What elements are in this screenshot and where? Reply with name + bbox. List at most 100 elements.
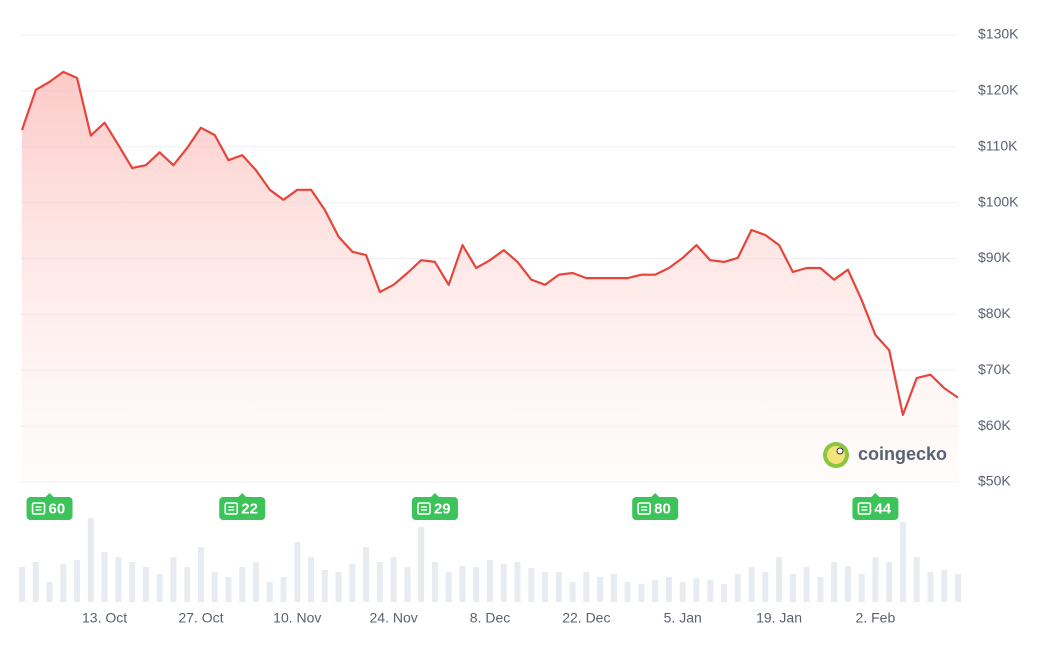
volume-bar xyxy=(445,572,452,602)
volume-bar xyxy=(789,574,796,602)
x-tick-label: 8. Dec xyxy=(470,610,510,626)
volume-bar xyxy=(872,557,879,602)
volume-bar xyxy=(142,567,149,602)
volume-bar xyxy=(734,574,741,602)
volume-bar xyxy=(748,567,755,602)
volume-bar xyxy=(721,584,727,602)
volume-bar xyxy=(308,557,315,602)
news-count: 80 xyxy=(654,500,671,517)
volume-bar xyxy=(156,574,163,602)
news-badge[interactable]: 44 xyxy=(852,493,899,520)
watermark: coingecko xyxy=(823,442,947,468)
volume-bar xyxy=(500,564,507,602)
badge-icon xyxy=(857,502,872,515)
volume-bar xyxy=(665,577,672,602)
volume-bar xyxy=(913,557,920,602)
volume-bar xyxy=(679,582,686,602)
axis-layer: $50K $60K $70K $80K $90K $100K $110K $120K $130K… xyxy=(82,26,1019,626)
badge-icon xyxy=(637,502,651,515)
y-tick-label: $110K xyxy=(978,137,1018,153)
volume-bar xyxy=(46,582,53,602)
volume-bar xyxy=(514,562,521,602)
volume-bar xyxy=(129,562,136,602)
volume-bar xyxy=(762,572,769,602)
volume-bar xyxy=(87,518,94,602)
volume-bar xyxy=(569,582,576,602)
volume-bar xyxy=(349,564,356,602)
x-tick-label: 22. Dec xyxy=(562,610,610,626)
news-badge[interactable]: 22 xyxy=(219,493,266,520)
x-tick-label: 10. Nov xyxy=(273,610,321,626)
volume-bar xyxy=(404,567,411,602)
volume-bar xyxy=(624,582,631,602)
y-tick-label: $70K xyxy=(978,361,1011,377)
volume-bar xyxy=(431,562,438,602)
x-tick-label: 5. Jan xyxy=(664,610,702,626)
volume-bar xyxy=(74,560,81,602)
badge-pointer xyxy=(45,493,54,497)
badge-pointer xyxy=(651,493,660,497)
volume-bar xyxy=(817,577,824,602)
volume-bar xyxy=(941,570,948,602)
x-tick-label: 13. Oct xyxy=(82,610,127,626)
x-tick-label: 24. Nov xyxy=(370,610,418,626)
volume-bar xyxy=(528,568,535,602)
volume-bar xyxy=(239,567,246,602)
volume-bar xyxy=(707,580,714,602)
y-tick-label: $120K xyxy=(978,82,1019,98)
y-tick-label: $60K xyxy=(978,417,1011,433)
y-tick-label: $90K xyxy=(978,249,1011,265)
volume-bar xyxy=(555,572,562,602)
volume-bar xyxy=(610,574,617,602)
badge-icon xyxy=(417,502,431,515)
volume-bar xyxy=(652,580,659,602)
volume-bar xyxy=(418,527,425,602)
price-line xyxy=(20,70,959,416)
y-tick-label: $80K xyxy=(978,305,1011,321)
volume-bar xyxy=(19,567,25,602)
badge-icon xyxy=(31,502,46,515)
news-badge[interactable]: 80 xyxy=(632,493,679,520)
badge-pointer xyxy=(871,493,880,497)
volume-bar xyxy=(253,562,259,602)
news-count: 29 xyxy=(434,500,451,517)
volume-bar xyxy=(115,557,122,602)
volume-bar xyxy=(363,547,370,602)
y-tick-label: $100K xyxy=(978,193,1019,209)
volume-bar xyxy=(60,564,67,602)
volume-bar xyxy=(32,562,39,602)
area xyxy=(22,71,958,483)
volume-bar xyxy=(844,566,851,602)
badge-pointer xyxy=(430,493,439,497)
volume-bar xyxy=(321,570,328,602)
volume-bar xyxy=(899,522,906,602)
volume-bar xyxy=(280,577,287,602)
news-count: 44 xyxy=(874,500,891,517)
volume-bar xyxy=(886,562,893,602)
news-badge[interactable]: 29 xyxy=(411,493,458,520)
volume-bar xyxy=(390,557,397,602)
y-tick-label: $130K xyxy=(978,26,1019,42)
y-tick-label: $50K xyxy=(978,473,1011,489)
news-badge[interactable]: 60 xyxy=(26,493,73,520)
volume-bar xyxy=(376,562,383,602)
volume-bar xyxy=(597,577,604,602)
volume-bar xyxy=(101,552,108,602)
volume-bar xyxy=(542,572,549,602)
volume-bar xyxy=(487,560,493,602)
line-layer xyxy=(20,70,959,416)
volume-bar xyxy=(955,574,961,602)
logo-eye xyxy=(836,447,844,455)
area-layer xyxy=(22,71,958,483)
volume-bar xyxy=(927,572,934,602)
volume-layer xyxy=(19,518,961,602)
volume-bar xyxy=(831,562,838,602)
badge-icon xyxy=(224,502,239,515)
badge-pointer xyxy=(238,493,247,497)
x-tick-label: 2. Feb xyxy=(856,610,896,626)
volume-bar xyxy=(858,574,865,602)
volume-bar xyxy=(583,572,590,602)
news-count: 22 xyxy=(241,500,258,517)
volume-bar xyxy=(473,567,480,602)
